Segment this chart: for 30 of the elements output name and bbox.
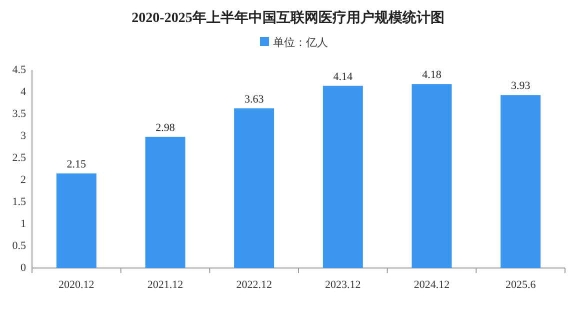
legend-label: 单位：亿人 — [273, 36, 328, 49]
chart-title: 2020-2025年上半年中国互联网医疗用户规模统计图 — [132, 9, 444, 26]
data-label: 4.18 — [422, 69, 442, 82]
y-tick-label: 4 — [20, 86, 26, 98]
y-tick-label: 1 — [20, 218, 26, 230]
x-tick-label: 2022.12 — [236, 279, 272, 291]
data-label: 3.93 — [510, 80, 531, 92]
data-label: 3.63 — [244, 93, 264, 106]
data-label: 4.14 — [333, 70, 354, 83]
y-tick-label: 1.5 — [12, 196, 26, 208]
y-tick-label: 4.5 — [12, 64, 26, 76]
bar — [500, 95, 541, 268]
y-tick-label: 2.5 — [12, 152, 26, 164]
y-tick-label: 3.5 — [12, 108, 26, 120]
x-tick-label: 2020.12 — [58, 279, 94, 291]
data-label: 2.98 — [156, 122, 176, 134]
x-tick-label: 2025.6 — [505, 279, 536, 291]
x-tick-label: 2021.12 — [147, 279, 184, 291]
y-tick-label: 0.5 — [12, 240, 26, 252]
bar — [412, 84, 452, 268]
y-tick-label: 2 — [20, 174, 26, 186]
bar — [322, 86, 363, 268]
y-tick-label: 3 — [20, 130, 26, 142]
bar — [56, 173, 96, 268]
bar — [145, 136, 186, 268]
x-tick-label: 2024.12 — [414, 279, 450, 291]
y-tick-label: 0 — [20, 262, 26, 274]
data-label: 2.15 — [66, 158, 87, 170]
x-tick-label: 2023.12 — [325, 279, 361, 291]
bar — [234, 108, 274, 268]
